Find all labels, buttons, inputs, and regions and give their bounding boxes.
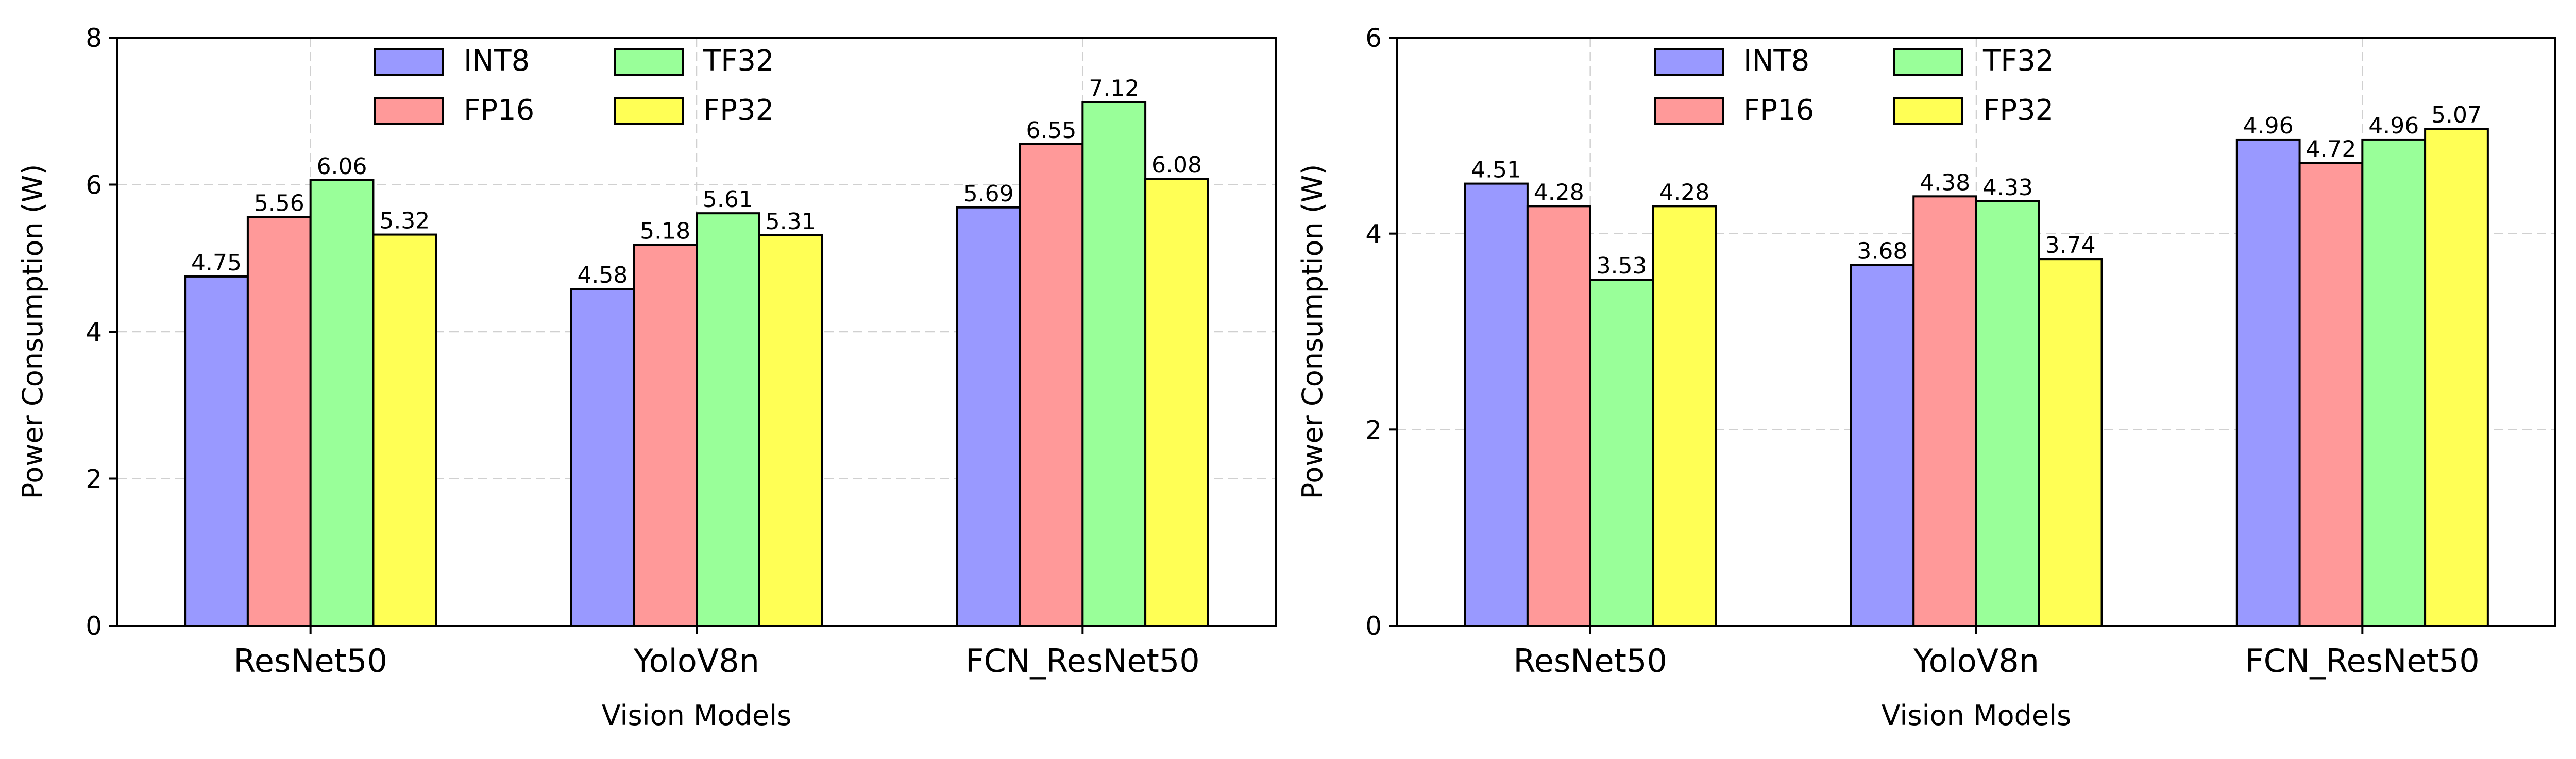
y-tick-label-2: 4 (86, 317, 102, 347)
legend-swatch-int8 (1654, 48, 1724, 76)
legend-swatch-int8 (374, 48, 444, 76)
value-label-fp32-fcn-resnet50: 5.07 (2431, 102, 2482, 128)
value-label-fp32-yolov8n: 5.31 (766, 209, 816, 235)
x-tick-label-resnet50: ResNet50 (233, 642, 387, 680)
legend-label-fp32: FP32 (1983, 94, 2054, 127)
bar-tf32-yolov8n (1975, 200, 2040, 627)
bar-int8-fcn-resnet50 (2235, 138, 2301, 627)
y-tick-label-0: 0 (86, 611, 102, 641)
value-label-int8-yolov8n: 3.68 (1857, 238, 1907, 265)
value-label-tf32-yolov8n: 4.33 (1982, 175, 2033, 201)
value-label-int8-fcn-resnet50: 5.69 (963, 181, 1014, 207)
y-axis-title: Power Consumption (W) (16, 164, 49, 499)
bar-tf32-resnet50 (309, 179, 375, 627)
value-label-fp32-yolov8n: 3.74 (2045, 232, 2096, 258)
legend-label-int8: INT8 (1743, 44, 1809, 78)
x-tick-label-fcn-resnet50: FCN_ResNet50 (2245, 642, 2480, 680)
bar-fp32-resnet50 (1652, 205, 1717, 627)
bar-fp16-resnet50 (1526, 205, 1591, 627)
legend-swatch-fp32 (614, 97, 684, 125)
x-tick-label-yolov8n: YoloV8n (633, 642, 759, 680)
x-tick-label-fcn-resnet50: FCN_ResNet50 (965, 642, 1200, 680)
bar-fp32-yolov8n (758, 234, 823, 627)
x-axis-title: Vision Models (602, 699, 792, 732)
value-label-tf32-resnet50: 6.06 (317, 153, 367, 180)
bar-tf32-yolov8n (696, 212, 760, 627)
y-tick-label-4: 8 (86, 23, 102, 53)
value-label-fp32-resnet50: 4.28 (1659, 179, 1709, 205)
legend-label-fp16: FP16 (1743, 94, 1814, 127)
value-label-fp32-resnet50: 5.32 (379, 208, 430, 234)
bar-fp16-resnet50 (246, 216, 312, 627)
legend-swatch-fp16 (1654, 97, 1724, 125)
value-label-int8-resnet50: 4.75 (191, 250, 242, 276)
bar-int8-yolov8n (1850, 264, 1915, 627)
chart-right: 4.51 3.68 4.96 4.28 4.38 4.72 3.53 4.33 4.96 4.28… (1296, 23, 2556, 732)
bar-fp32-yolov8n (2038, 258, 2103, 627)
value-label-fp16-yolov8n: 4.38 (1920, 169, 1970, 196)
value-label-int8-yolov8n: 4.58 (577, 262, 628, 288)
bar-tf32-fcn-resnet50 (2361, 138, 2427, 627)
legend-swatch-fp32 (1893, 97, 1963, 125)
value-label-tf32-fcn-resnet50: 4.96 (2368, 113, 2419, 139)
value-label-fp16-resnet50: 5.56 (254, 190, 304, 216)
x-tick-label-resnet50: ResNet50 (1513, 642, 1667, 680)
legend-swatch-tf32 (1893, 48, 1963, 76)
bar-fp16-yolov8n (633, 244, 698, 627)
x-axis-title: Vision Models (1882, 699, 2072, 732)
legend-label-fp16: FP16 (464, 94, 534, 127)
bar-int8-fcn-resnet50 (956, 206, 1021, 627)
value-label-int8-fcn-resnet50: 4.96 (2243, 113, 2294, 139)
legend: INT8 FP16 TF32 FP32 (1654, 44, 2054, 127)
value-label-fp16-yolov8n: 5.18 (640, 218, 690, 245)
bar-fp16-fcn-resnet50 (1019, 143, 1084, 627)
chart-left: 4.75 4.58 5.69 5.56 5.18 6.55 6.06 5.61 7.12 5.32… (16, 23, 1277, 732)
y-tick-label-1: 2 (86, 464, 102, 494)
legend-label-fp32: FP32 (703, 94, 774, 127)
bar-fp32-fcn-resnet50 (1144, 178, 1209, 627)
value-label-tf32-fcn-resnet50: 7.12 (1089, 76, 1139, 102)
value-label-int8-resnet50: 4.51 (1471, 157, 1521, 183)
bar-int8-yolov8n (570, 288, 635, 627)
y-tick-label-1: 2 (1365, 415, 1382, 445)
value-label-fp32-fcn-resnet50: 6.08 (1151, 152, 1202, 178)
bar-fp16-yolov8n (1912, 195, 1978, 627)
bar-fp16-fcn-resnet50 (2298, 162, 2364, 627)
value-label-tf32-resnet50: 3.53 (1597, 253, 1647, 279)
bar-int8-resnet50 (1464, 182, 1529, 627)
value-label-fp16-resnet50: 4.28 (1534, 179, 1584, 205)
legend-swatch-tf32 (614, 48, 684, 76)
legend-label-tf32: TF32 (703, 44, 774, 78)
y-tick-label-3: 6 (86, 170, 102, 200)
bar-tf32-fcn-resnet50 (1081, 101, 1147, 627)
y-axis-title: Power Consumption (W) (1296, 164, 1329, 499)
legend-label-int8: INT8 (464, 44, 530, 78)
bar-tf32-resnet50 (1589, 279, 1654, 627)
legend: INT8 FP16 TF32 FP32 (374, 44, 774, 127)
y-tick-label-0: 0 (1365, 611, 1382, 641)
value-label-fp16-fcn-resnet50: 4.72 (2306, 136, 2356, 163)
bar-fp32-fcn-resnet50 (2424, 128, 2489, 627)
bar-int8-resnet50 (184, 275, 249, 627)
y-tick-label-2: 4 (1365, 219, 1382, 249)
value-label-fp16-fcn-resnet50: 6.55 (1026, 117, 1076, 144)
legend-label-tf32: TF32 (1982, 44, 2054, 78)
value-label-tf32-yolov8n: 5.61 (703, 186, 753, 213)
x-tick-label-yolov8n: YoloV8n (1913, 642, 2039, 680)
y-tick-label-3: 6 (1365, 23, 1382, 53)
bar-fp32-resnet50 (372, 233, 437, 627)
legend-swatch-fp16 (374, 97, 444, 125)
